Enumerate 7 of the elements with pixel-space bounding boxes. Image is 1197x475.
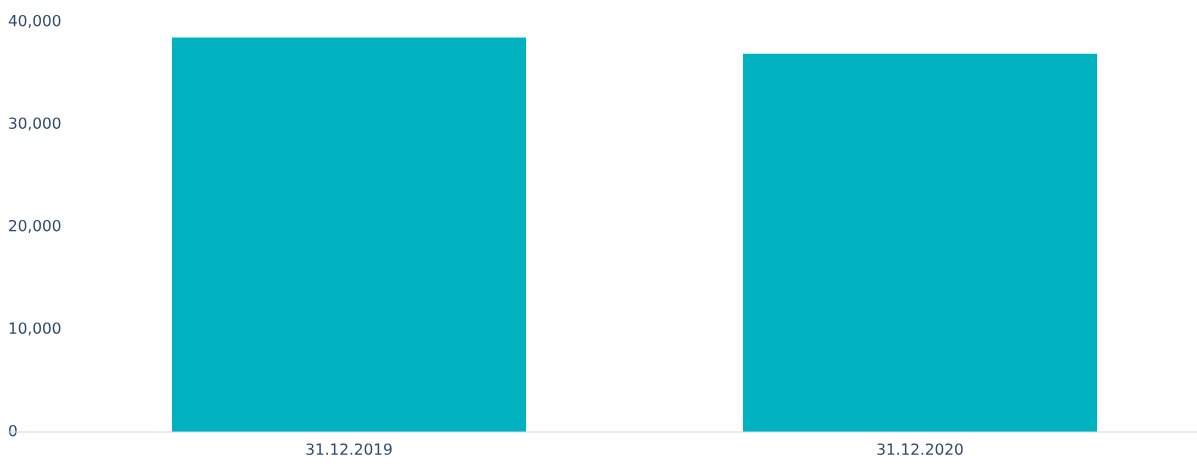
x-tick-label: 31.12.2019 bbox=[306, 443, 392, 455]
x-tick-label: 31.12.2020 bbox=[877, 443, 963, 455]
y-tick-label: 0 bbox=[9, 424, 17, 437]
y-tick-label: 40,000 bbox=[8, 14, 61, 28]
y-tick-label: 10,000 bbox=[9, 322, 61, 336]
y-tick-label: 20,000 bbox=[9, 219, 61, 233]
y-tick-label: 30,000 bbox=[9, 117, 61, 131]
